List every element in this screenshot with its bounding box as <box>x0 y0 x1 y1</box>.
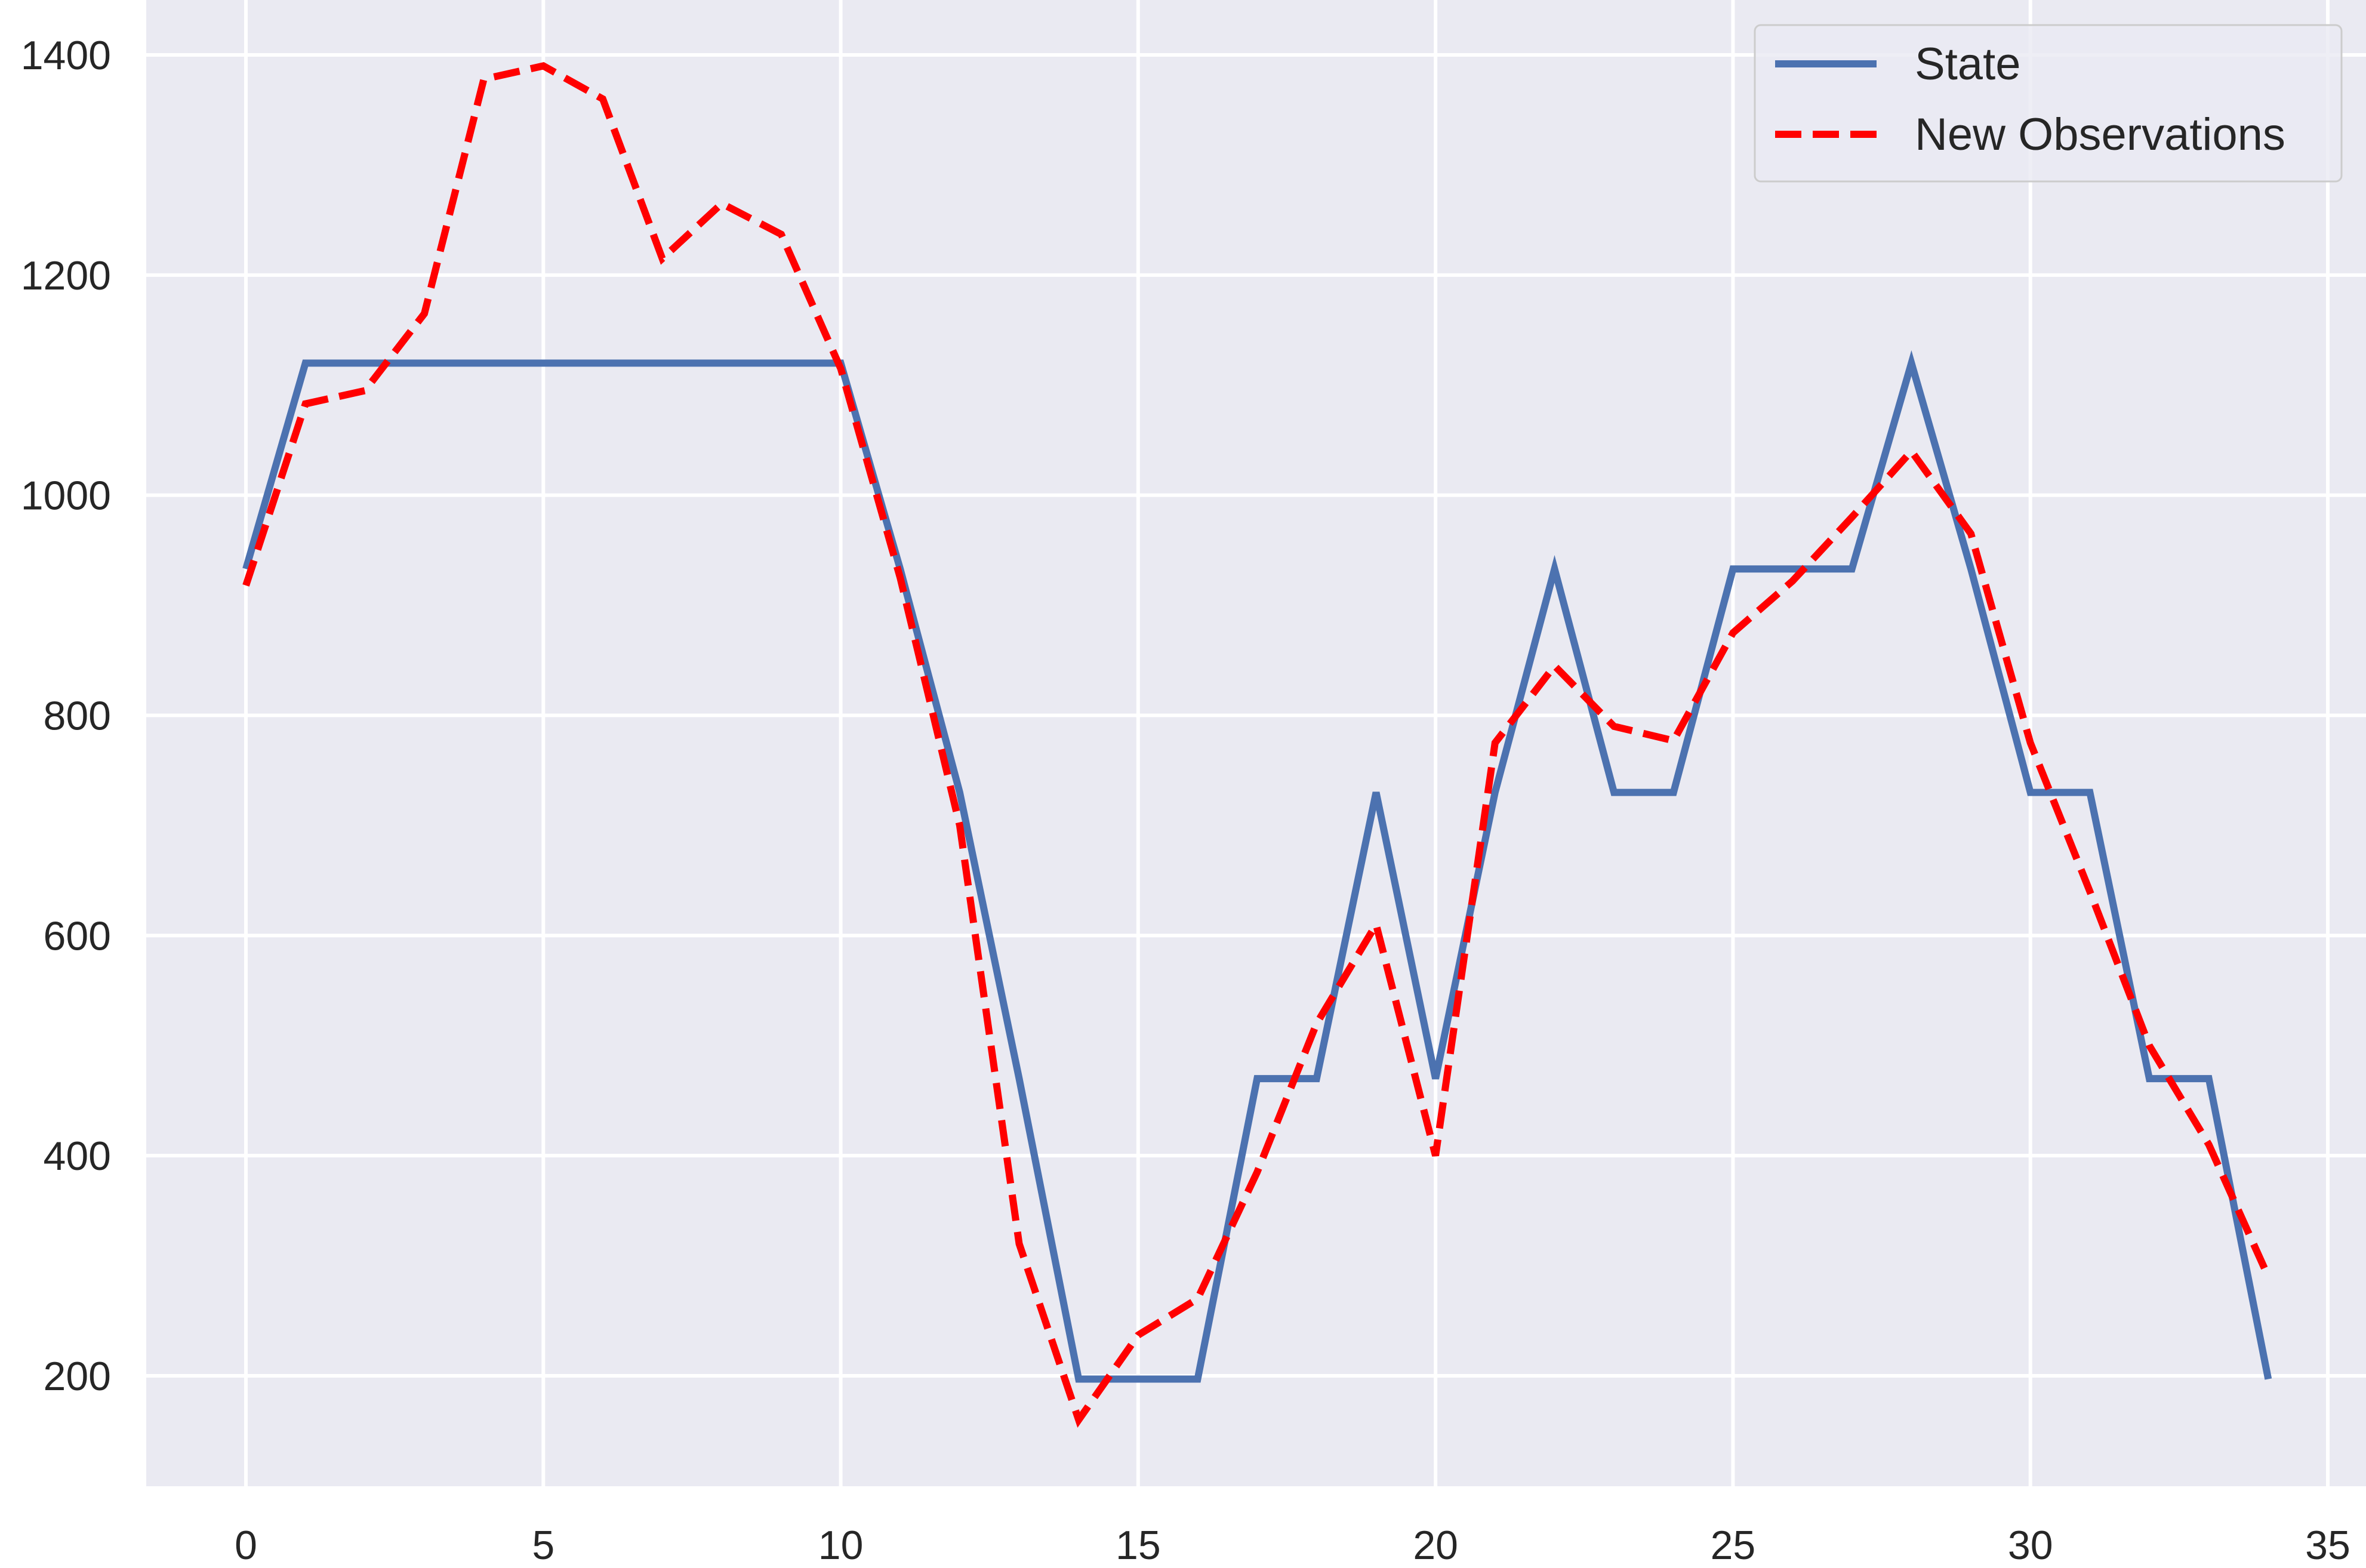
x-tick-labels: 0 5 10 15 20 25 30 35 <box>235 1523 2350 1568</box>
series-line-state <box>242 350 2272 1383</box>
x-tick-label: 15 <box>1116 1523 1161 1568</box>
y-tick-label: 400 <box>44 1133 111 1179</box>
y-tick-label: 1200 <box>21 253 111 298</box>
plot-background <box>146 0 2366 1486</box>
y-tick-labels: 200 400 600 800 1000 1200 1400 <box>21 33 111 1399</box>
legend-box <box>1754 24 2343 183</box>
x-tick-label: 25 <box>1711 1523 1756 1568</box>
x-tick-label: 0 <box>235 1523 257 1568</box>
series-line-new-observations <box>242 62 2272 1428</box>
x-tick-label: 10 <box>818 1523 864 1568</box>
data-series <box>242 62 2272 1428</box>
y-tick-label: 800 <box>44 694 111 739</box>
legend-label-state: State <box>1915 39 2020 90</box>
legend-label-new-observations: New Observations <box>1915 109 2285 160</box>
legend: State New Observations <box>1754 24 2343 183</box>
y-tick-label: 200 <box>44 1354 111 1399</box>
grid-lines <box>146 0 2366 1486</box>
x-tick-label: 5 <box>532 1523 554 1568</box>
x-tick-label: 20 <box>1413 1523 1458 1568</box>
x-tick-label: 30 <box>2008 1523 2053 1568</box>
y-tick-label: 600 <box>44 913 111 959</box>
y-tick-label: 1000 <box>21 473 111 519</box>
x-tick-label: 35 <box>2305 1523 2350 1568</box>
y-tick-label: 1400 <box>21 33 111 78</box>
